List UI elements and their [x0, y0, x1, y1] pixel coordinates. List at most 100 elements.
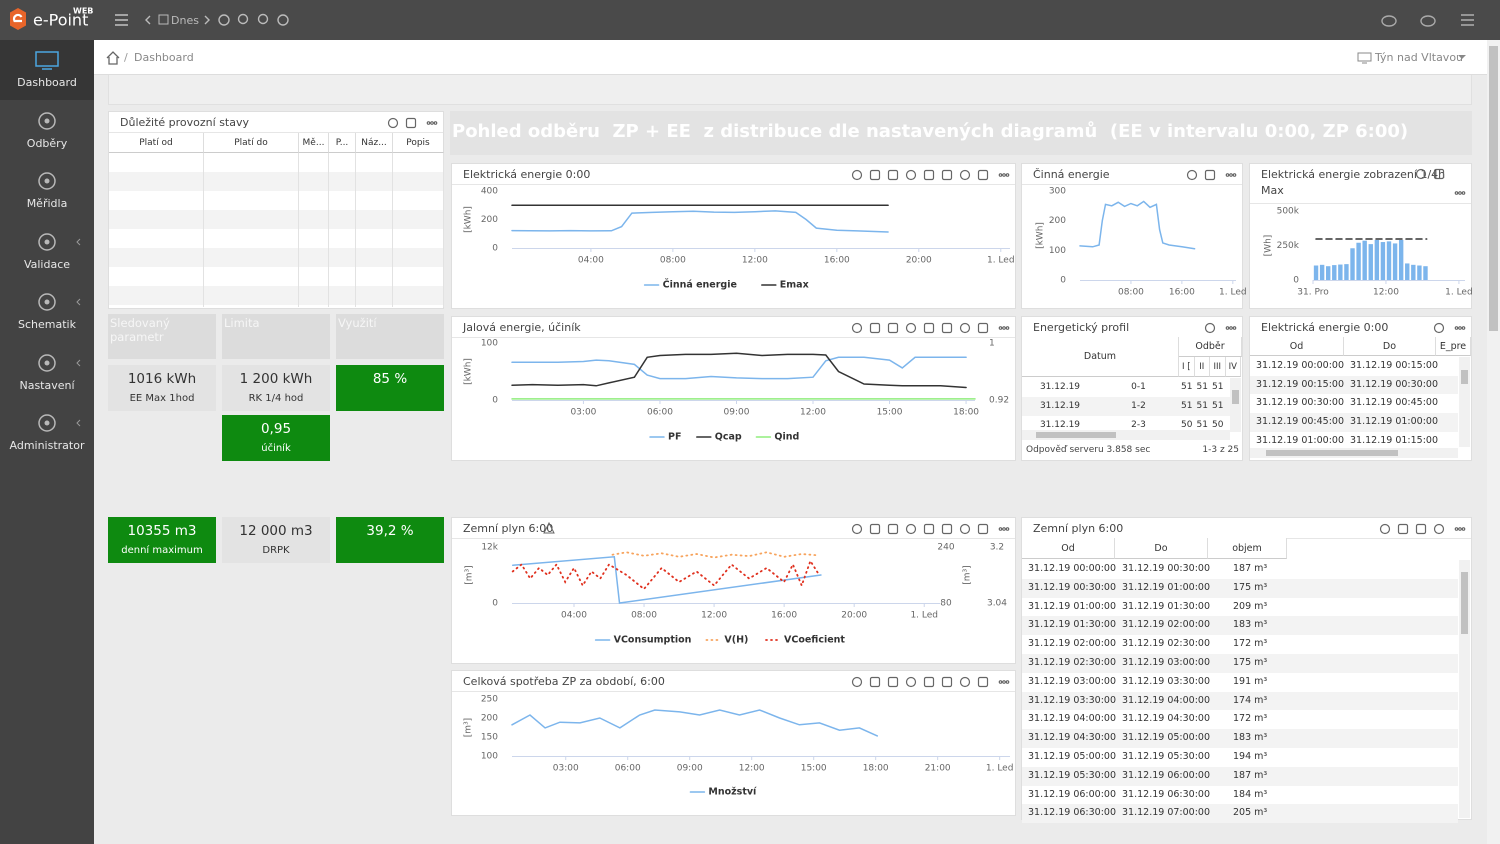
tool-button[interactable]: [1433, 523, 1445, 535]
location-select[interactable]: Týn nad Vltavou: [1375, 51, 1464, 64]
tool-button[interactable]: [869, 523, 881, 535]
tool-button[interactable]: [869, 169, 881, 181]
tool-button[interactable]: [1415, 523, 1427, 535]
more-button-dot[interactable]: [1232, 173, 1237, 177]
tool-button[interactable]: [1433, 322, 1445, 334]
home-icon[interactable]: [106, 51, 120, 65]
tool-button[interactable]: [905, 523, 917, 535]
more-button-dot[interactable]: [998, 326, 1003, 330]
tool-button[interactable]: [977, 169, 989, 181]
tool-button[interactable]: [959, 322, 971, 334]
sidebar-item[interactable]: Dashboard: [0, 40, 94, 100]
scrollbar-thumb[interactable]: [1266, 450, 1398, 456]
page-scrollbar-thumb[interactable]: [1489, 46, 1498, 331]
cloud-upload-button[interactable]: [1420, 15, 1436, 27]
tool-button[interactable]: [905, 169, 917, 181]
more-button-dot[interactable]: [1458, 191, 1462, 195]
more-button-dot[interactable]: [1229, 173, 1233, 177]
tool-button[interactable]: [1415, 168, 1427, 180]
tool-button[interactable]: [405, 117, 417, 129]
tool-button[interactable]: [1379, 523, 1391, 535]
tool-button[interactable]: [959, 169, 971, 181]
tool-button[interactable]: [923, 676, 935, 688]
more-button-dot[interactable]: [998, 680, 1003, 684]
more-button-dot[interactable]: [1005, 527, 1010, 531]
date-button[interactable]: Dnes: [171, 14, 199, 27]
tool-button[interactable]: [869, 322, 881, 334]
tool-button[interactable]: [959, 523, 971, 535]
prev-button[interactable]: [145, 15, 151, 25]
more-button-dot[interactable]: [998, 173, 1003, 177]
more-button-dot[interactable]: [1002, 173, 1006, 177]
more-button-dot[interactable]: [1002, 527, 1006, 531]
tool-button[interactable]: [1186, 169, 1198, 181]
sidebar-item[interactable]: Validace: [0, 222, 94, 282]
tool-button[interactable]: [851, 322, 863, 334]
scrollbar-thumb[interactable]: [1232, 390, 1239, 404]
tool-button[interactable]: [905, 322, 917, 334]
more-button-dot[interactable]: [1005, 680, 1010, 684]
menu-button[interactable]: [115, 14, 128, 26]
more-button-dot[interactable]: [1458, 326, 1462, 330]
location-caret[interactable]: [1458, 55, 1466, 61]
sidebar-item[interactable]: Schematik: [0, 282, 94, 342]
more-button-dot[interactable]: [430, 121, 434, 125]
tool-button[interactable]: [851, 523, 863, 535]
sidebar-item[interactable]: Nastavení: [0, 343, 94, 403]
refresh-button[interactable]: [218, 14, 230, 26]
tool-button[interactable]: [977, 322, 989, 334]
tool-button[interactable]: [923, 523, 935, 535]
sidebar-item[interactable]: Měřidla: [0, 161, 94, 221]
scrollbar-thumb[interactable]: [1036, 432, 1116, 438]
more-button-dot[interactable]: [426, 121, 431, 125]
more-button-dot[interactable]: [1005, 173, 1010, 177]
next-button[interactable]: [204, 15, 210, 25]
tool-button[interactable]: [977, 676, 989, 688]
tool-button[interactable]: [887, 169, 899, 181]
tool-button[interactable]: [941, 169, 953, 181]
tool-button[interactable]: [387, 117, 399, 129]
more-button-dot[interactable]: [1002, 326, 1006, 330]
breadcrumb-page[interactable]: Dashboard: [134, 51, 194, 64]
zoom-in-button[interactable]: [237, 13, 249, 25]
more-button-dot[interactable]: [1005, 326, 1010, 330]
more-button-dot[interactable]: [1232, 326, 1237, 330]
tool-button[interactable]: [923, 169, 935, 181]
more-button-dot[interactable]: [1454, 527, 1459, 531]
more-button-dot[interactable]: [1454, 191, 1459, 195]
tool-button[interactable]: [851, 169, 863, 181]
tool-button[interactable]: [941, 676, 953, 688]
tool-button[interactable]: [959, 676, 971, 688]
tool-button[interactable]: [1433, 168, 1445, 180]
tool-button[interactable]: [905, 676, 917, 688]
tool-button[interactable]: [869, 676, 881, 688]
sidebar-item[interactable]: Administrator: [0, 403, 94, 463]
calendar-icon[interactable]: [158, 14, 169, 25]
cloud-download-button[interactable]: [1381, 15, 1397, 27]
settings-menu-button[interactable]: [1461, 14, 1474, 26]
tool-button[interactable]: [887, 322, 899, 334]
scrollbar-thumb[interactable]: [1461, 572, 1468, 634]
more-button-dot[interactable]: [1229, 326, 1233, 330]
tool-button[interactable]: [887, 523, 899, 535]
more-button-dot[interactable]: [1458, 527, 1462, 531]
more-button-dot[interactable]: [1461, 326, 1466, 330]
tool-button[interactable]: [941, 322, 953, 334]
tool-button[interactable]: [1204, 322, 1216, 334]
more-button-dot[interactable]: [1002, 680, 1006, 684]
more-button-dot[interactable]: [998, 527, 1003, 531]
more-button-dot[interactable]: [1461, 527, 1466, 531]
target-button[interactable]: [277, 14, 289, 26]
more-button-dot[interactable]: [1225, 173, 1230, 177]
tool-button[interactable]: [1397, 523, 1409, 535]
more-button-dot[interactable]: [1461, 191, 1466, 195]
tool-button[interactable]: [923, 322, 935, 334]
zoom-out-button[interactable]: [257, 13, 269, 25]
scrollbar-thumb[interactable]: [1461, 370, 1468, 384]
sidebar-item[interactable]: Odběry: [0, 101, 94, 161]
tool-button[interactable]: [941, 523, 953, 535]
tool-button[interactable]: [977, 523, 989, 535]
more-button-dot[interactable]: [1225, 326, 1230, 330]
tool-button[interactable]: [1204, 169, 1216, 181]
more-button-dot[interactable]: [433, 121, 438, 125]
